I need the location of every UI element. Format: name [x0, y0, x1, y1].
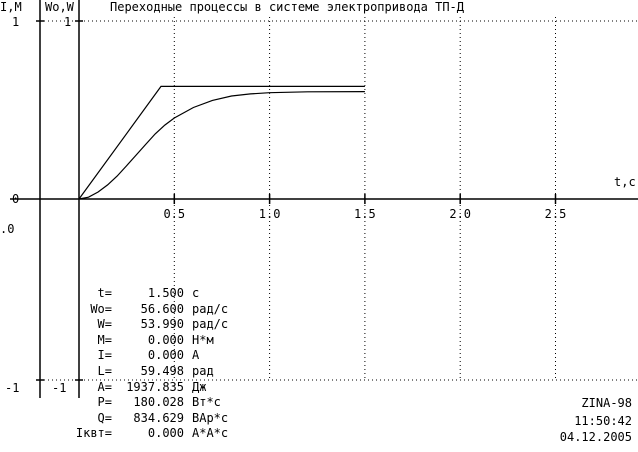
y-tick-left2-bottom: -1 [52, 381, 66, 395]
left2-axis-label: Wo,W [45, 0, 75, 14]
y-tick-left-bottom: -1 [5, 381, 19, 395]
series-line-1 [78, 85, 365, 200]
y-tick-left-extra: .0 [0, 222, 14, 236]
x-tick-label: 1.5 [354, 207, 376, 221]
x-tick-label: 2.5 [545, 207, 567, 221]
axes [10, 0, 638, 398]
left-axis-label: I,M [0, 0, 22, 14]
grid [40, 17, 638, 381]
x-tick-labels: 0.51.01.52.02.53 [163, 207, 567, 221]
ticks [36, 20, 557, 381]
x-tick-label: 1.0 [259, 207, 281, 221]
series-line-2 [78, 91, 365, 200]
chart-title: Переходные процессы в системе электропри… [110, 0, 465, 14]
y-tick-left-top: 1 [12, 15, 19, 29]
y-tick-left-zero: 0 [12, 192, 19, 206]
x-tick-label: 0.5 [163, 207, 185, 221]
y-tick-left2-top: 1 [64, 15, 71, 29]
x-axis-label: t,c [614, 175, 636, 189]
series-layer [78, 85, 365, 200]
x-tick-label: 2.0 [449, 207, 471, 221]
